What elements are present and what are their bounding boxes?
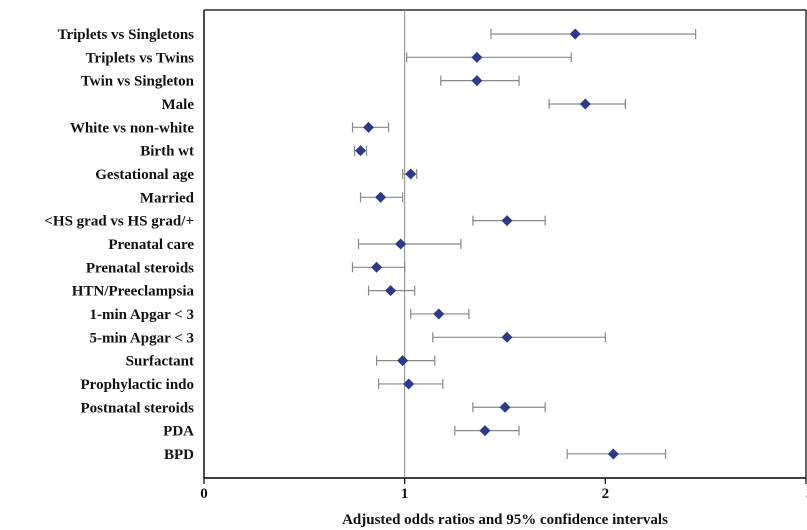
row-label: Gestational age xyxy=(95,167,194,183)
forest-row: Male xyxy=(162,97,627,113)
forest-row: Birth wt xyxy=(140,144,368,160)
x-tick-label: 0 xyxy=(200,486,208,502)
forest-row: PDA xyxy=(163,424,520,440)
row-label: 1-min Apgar < 3 xyxy=(89,307,194,323)
forest-row: Married xyxy=(140,190,404,206)
odds-ratio-marker xyxy=(405,168,417,180)
odds-ratio-marker xyxy=(395,238,407,250)
odds-ratio-marker xyxy=(479,425,491,437)
odds-ratio-marker xyxy=(403,378,415,390)
odds-ratio-marker xyxy=(363,121,375,133)
row-label: <HS grad vs HS grad/+ xyxy=(44,214,194,230)
row-label: BPD xyxy=(164,447,194,463)
x-tick-label: 2 xyxy=(602,486,610,502)
row-label: Postnatal steroids xyxy=(81,400,195,416)
row-label: PDA xyxy=(163,424,194,440)
forest-row: BPD xyxy=(164,447,667,463)
odds-ratio-marker xyxy=(569,28,581,40)
forest-row: 1-min Apgar < 3 xyxy=(89,307,470,323)
row-label: Surfactant xyxy=(126,354,194,370)
row-label: Birth wt xyxy=(140,144,194,160)
forest-row: 5-min Apgar < 3 xyxy=(89,330,606,346)
odds-ratio-marker xyxy=(397,355,409,367)
odds-ratio-marker xyxy=(579,98,591,110)
row-label: Twin vs Singleton xyxy=(81,74,195,90)
forest-row: Prenatal care xyxy=(108,237,462,253)
row-label: White vs non-white xyxy=(70,120,195,136)
row-label: Married xyxy=(140,190,195,206)
odds-ratio-marker xyxy=(433,308,445,320)
odds-ratio-marker xyxy=(499,401,511,413)
odds-ratio-marker xyxy=(471,75,483,87)
forest-row: Postnatal steroids xyxy=(81,400,546,416)
forest-row: HTN/Preeclampsia xyxy=(72,284,416,300)
row-label: Triplets vs Singletons xyxy=(58,27,195,43)
forest-row: Prenatal steroids xyxy=(86,260,406,276)
row-label: Prophylactic indo xyxy=(81,377,194,393)
forest-row: Surfactant xyxy=(126,354,436,370)
data-rows: Triplets vs Singletons Triplets vs Twins T… xyxy=(44,27,697,463)
row-label: Triplets vs Twins xyxy=(86,50,195,66)
odds-ratio-marker xyxy=(385,285,397,297)
odds-ratio-marker xyxy=(375,191,387,203)
odds-ratio-marker xyxy=(371,261,383,273)
odds-ratio-marker xyxy=(355,145,367,157)
odds-ratio-marker xyxy=(471,51,483,63)
forest-row: Triplets vs Singletons xyxy=(58,27,697,43)
x-tick-label: 1 xyxy=(401,486,409,502)
row-label: 5-min Apgar < 3 xyxy=(89,330,194,346)
x-axis-label: Adjusted odds ratios and 95% confidence … xyxy=(342,512,668,528)
odds-ratio-marker xyxy=(501,331,513,343)
forest-row: <HS grad vs HS grad/+ xyxy=(44,214,546,230)
forest-row: Twin vs Singleton xyxy=(81,74,520,90)
forest-row: Prophylactic indo xyxy=(81,377,444,393)
row-label: HTN/Preeclampsia xyxy=(72,284,195,300)
odds-ratio-marker xyxy=(607,448,619,460)
forest-row: Gestational age xyxy=(95,167,418,183)
x-axis-ticks: 0123 xyxy=(200,478,807,502)
forest-row: Triplets vs Twins xyxy=(86,50,572,66)
forest-row: White vs non-white xyxy=(70,120,390,136)
row-label: Prenatal care xyxy=(108,237,194,253)
row-label: Prenatal steroids xyxy=(86,260,194,276)
row-label: Male xyxy=(162,97,195,113)
plot-axes xyxy=(203,9,807,479)
odds-ratio-marker xyxy=(501,215,513,227)
